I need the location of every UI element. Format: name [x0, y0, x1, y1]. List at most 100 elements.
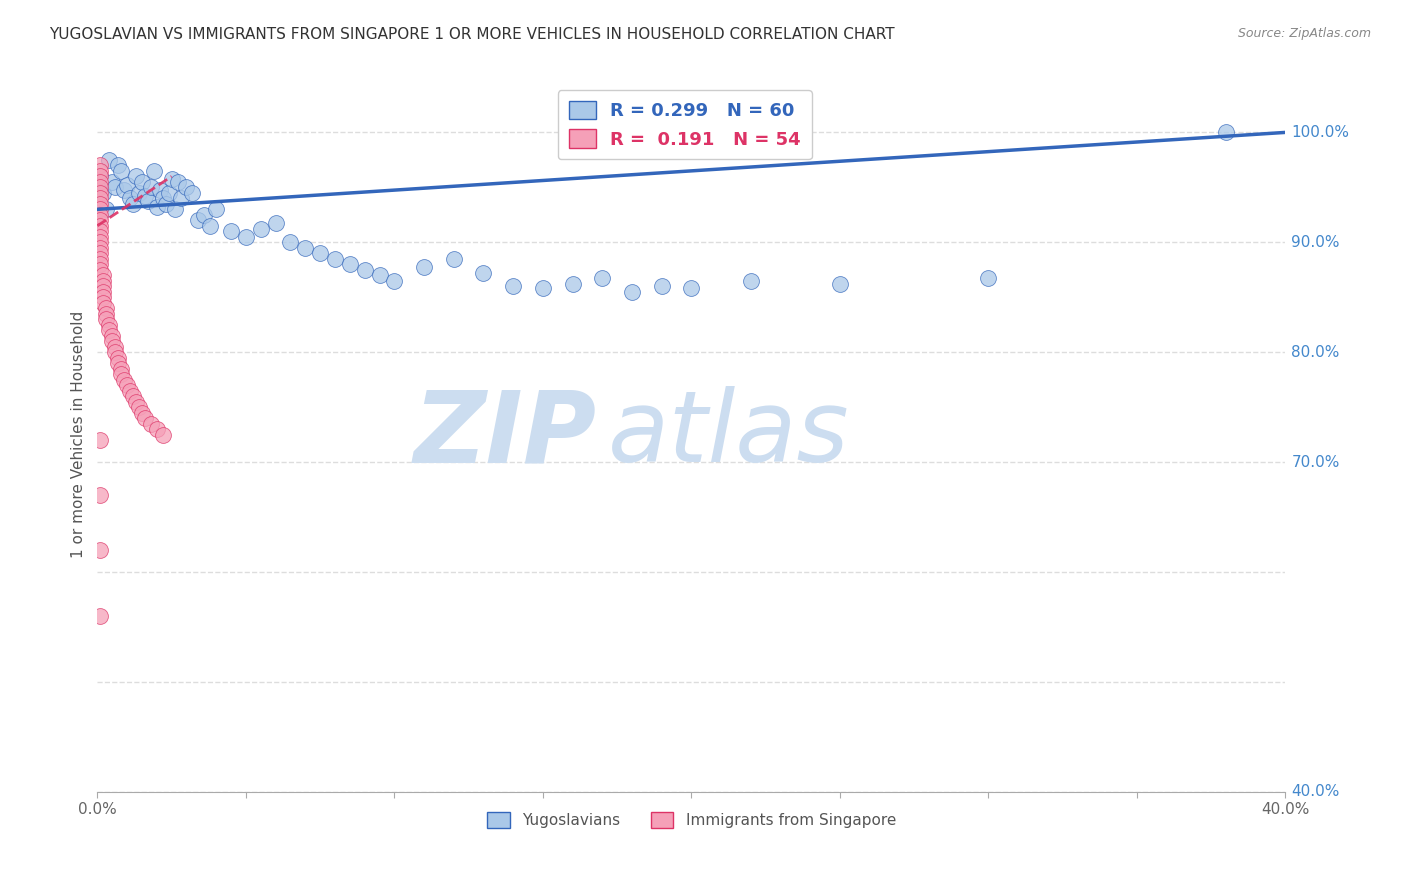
Point — [187, 213, 209, 227]
Point — [101, 328, 124, 343]
Point — [118, 191, 141, 205]
Point — [193, 208, 215, 222]
Point — [125, 169, 148, 184]
Point — [152, 427, 174, 442]
Point — [96, 301, 118, 316]
Point — [323, 252, 346, 266]
Point — [134, 189, 156, 203]
Point — [561, 277, 583, 291]
Point — [115, 178, 138, 193]
Point — [280, 235, 302, 250]
Point — [104, 340, 127, 354]
Point — [531, 281, 554, 295]
Point — [368, 268, 391, 283]
Point — [382, 274, 405, 288]
Point — [89, 186, 111, 200]
Point — [91, 279, 114, 293]
Point — [139, 417, 162, 431]
Point — [91, 285, 114, 299]
Point — [160, 171, 183, 186]
Point — [89, 609, 111, 624]
Point — [91, 274, 114, 288]
Point — [96, 202, 118, 217]
Point — [98, 318, 121, 332]
Point — [89, 169, 111, 184]
Point — [115, 378, 138, 392]
Point — [353, 262, 375, 277]
Point — [110, 164, 132, 178]
Point — [91, 268, 114, 283]
Text: Source: ZipAtlas.com: Source: ZipAtlas.com — [1237, 27, 1371, 40]
Text: 90.0%: 90.0% — [1291, 235, 1340, 250]
Point — [681, 281, 703, 295]
Y-axis label: 1 or more Vehicles in Household: 1 or more Vehicles in Household — [72, 311, 86, 558]
Point — [89, 262, 111, 277]
Point — [89, 246, 111, 260]
Point — [89, 208, 111, 222]
Text: 100.0%: 100.0% — [1291, 125, 1350, 140]
Point — [502, 279, 524, 293]
Point — [107, 356, 129, 370]
Point — [89, 158, 111, 172]
Point — [122, 389, 145, 403]
Point — [651, 279, 673, 293]
Point — [89, 213, 111, 227]
Point — [620, 285, 643, 299]
Text: atlas: atlas — [609, 386, 849, 483]
Point — [98, 153, 121, 167]
Point — [131, 175, 153, 189]
Point — [122, 197, 145, 211]
Point — [142, 164, 165, 178]
Point — [443, 252, 465, 266]
Point — [977, 270, 1000, 285]
Point — [89, 175, 111, 189]
Point — [828, 277, 851, 291]
Point — [413, 260, 436, 274]
Point — [139, 180, 162, 194]
Point — [89, 191, 111, 205]
Point — [128, 186, 150, 200]
Point — [98, 323, 121, 337]
Point — [740, 274, 762, 288]
Point — [131, 406, 153, 420]
Point — [176, 180, 198, 194]
Point — [101, 175, 124, 189]
Point — [145, 200, 167, 214]
Point — [157, 186, 180, 200]
Point — [89, 224, 111, 238]
Point — [89, 230, 111, 244]
Point — [118, 384, 141, 398]
Point — [112, 183, 135, 197]
Point — [107, 351, 129, 365]
Point — [89, 197, 111, 211]
Point — [110, 368, 132, 382]
Point — [89, 219, 111, 233]
Point — [149, 183, 172, 197]
Point — [128, 401, 150, 415]
Point — [294, 241, 316, 255]
Point — [91, 290, 114, 304]
Point — [104, 180, 127, 194]
Point — [91, 186, 114, 200]
Point — [89, 543, 111, 558]
Point — [89, 241, 111, 255]
Point — [89, 180, 111, 194]
Point — [339, 257, 361, 271]
Point — [309, 246, 332, 260]
Point — [112, 373, 135, 387]
Point — [219, 224, 242, 238]
Point — [163, 202, 186, 217]
Point — [152, 191, 174, 205]
Point — [145, 422, 167, 436]
Point — [235, 230, 257, 244]
Legend: Yugoslavians, Immigrants from Singapore: Yugoslavians, Immigrants from Singapore — [481, 806, 903, 834]
Point — [96, 312, 118, 326]
Point — [1215, 125, 1237, 139]
Point — [89, 169, 111, 184]
Text: ZIP: ZIP — [413, 386, 596, 483]
Point — [89, 252, 111, 266]
Point — [101, 334, 124, 349]
Point — [472, 266, 495, 280]
Point — [125, 394, 148, 409]
Point — [264, 215, 287, 229]
